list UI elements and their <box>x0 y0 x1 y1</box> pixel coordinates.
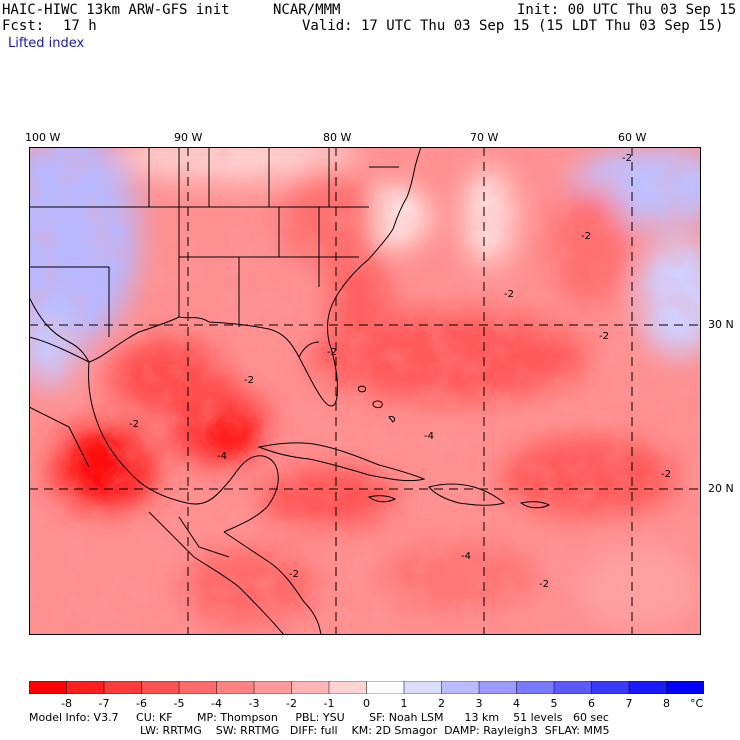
contour-labels: -2 -2 -2 -2 -4 -4 -2 -2 -4 -2 -2 -2 -2 <box>129 153 671 590</box>
map-frame <box>29 147 701 635</box>
contour-label: -2 <box>504 289 514 300</box>
colorbar-tick-label: 5 <box>550 697 558 710</box>
colorbar-swatch <box>591 681 630 694</box>
colorbar-swatch <box>291 681 330 694</box>
graticule <box>29 147 701 635</box>
contour-label: -2 <box>289 569 299 580</box>
colorbar-swatch <box>328 681 368 694</box>
colorbar-swatch <box>178 681 218 694</box>
colorbar-swatch <box>666 681 704 694</box>
forecast-hour: 17 h <box>63 18 97 34</box>
colorbar-tick-label: 2 <box>438 697 445 710</box>
colorbar-swatch <box>66 681 105 694</box>
colorbar-unit: °C <box>690 697 704 710</box>
contour-label: -2 <box>599 331 609 342</box>
colorbar-swatch <box>478 681 518 694</box>
colorbar-swatch <box>103 681 143 694</box>
contour-label: -2 <box>622 153 632 164</box>
lifted-index-map: -2 -2 -2 -2 -4 -4 -2 -2 -4 -2 -2 -2 -2 <box>29 147 701 635</box>
colorbar-swatch <box>553 681 593 694</box>
forecast-label: Fcst: <box>2 18 45 34</box>
contour-label: -2 <box>581 231 591 242</box>
contour-label: -4 <box>461 551 471 562</box>
colorbar-tick-label: 0 <box>363 697 370 710</box>
lat-label-30n: 30 N <box>708 318 734 331</box>
colorbar-tick-label: 7 <box>625 697 633 710</box>
contour-label: -2 <box>327 347 337 358</box>
contour-label: -4 <box>217 451 227 462</box>
colorbar-tick-label: -3 <box>248 697 260 710</box>
colorbar <box>29 681 704 694</box>
lon-label-90w: 90 W <box>174 131 203 144</box>
colorbar-tick-label: 1 <box>400 697 408 710</box>
colorbar-swatch <box>29 681 68 694</box>
colorbar-tick-label: -2 <box>286 697 297 710</box>
colorbar-swatch <box>628 681 668 694</box>
colorbar-swatch <box>366 681 405 694</box>
colorbar-tick-label: 8 <box>663 697 670 710</box>
colorbar-swatch <box>516 681 555 694</box>
lon-label-60w: 60 W <box>618 131 647 144</box>
colorbar-tick-label: 6 <box>588 697 595 710</box>
colorbar-tick-label: 4 <box>513 697 520 710</box>
contour-label: -2 <box>539 579 549 590</box>
colorbar-tick-label: -5 <box>173 697 185 710</box>
colorbar-swatch <box>216 681 255 694</box>
model-info-line2: LW: RRTMG SW: RRTMG DIFF: full KM: 2D Sm… <box>140 724 610 737</box>
contour-label: -4 <box>424 431 434 442</box>
contour-label: -2 <box>661 469 671 480</box>
colorbar-tick-label: -1 <box>323 697 335 710</box>
colorbar-tick-label: -6 <box>136 697 147 710</box>
model-info-line1: Model Info: V3.7 CU: KF MP: Thompson PBL… <box>29 711 609 724</box>
colorbar-tick-label: -4 <box>211 697 222 710</box>
colorbar-tick-label: 3 <box>475 697 483 710</box>
lon-label-70w: 70 W <box>470 131 499 144</box>
valid-time: Valid: 17 UTC Thu 03 Sep 15 (15 LDT Thu … <box>302 18 724 34</box>
colorbar-swatch <box>141 681 180 694</box>
contour-label: -2 <box>129 419 139 430</box>
lon-label-80w: 80 W <box>323 131 352 144</box>
colorbar-swatch <box>253 681 293 694</box>
lon-label-100w: 100 W <box>25 131 61 144</box>
field-name: Lifted index <box>8 36 85 51</box>
colorbar-tick-label: -8 <box>61 697 72 710</box>
coastlines <box>29 147 551 635</box>
colorbar-swatch <box>403 681 443 694</box>
colorbar-tick-label: -7 <box>98 697 110 710</box>
colorbar-swatch <box>441 681 480 694</box>
lat-label-20n: 20 N <box>708 482 734 495</box>
contour-label: -2 <box>244 375 254 386</box>
org-label: NCAR/MMM <box>273 2 341 18</box>
init-time: Init: 00 UTC Thu 03 Sep 15 <box>517 2 737 18</box>
model-title: HAIC-HIWC 13km ARW-GFS init <box>2 2 230 18</box>
